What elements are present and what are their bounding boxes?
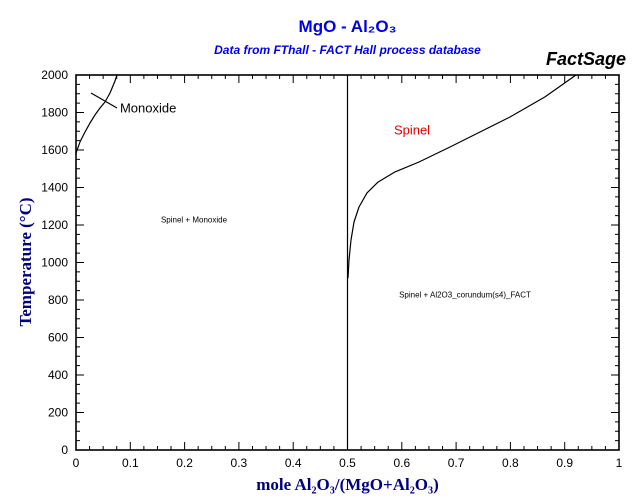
label-spinel-plus-monoxide: Spinel + Monoxide bbox=[161, 216, 228, 225]
y-axis-title: Temperature (°C) bbox=[16, 197, 35, 327]
y-tick-label: 1200 bbox=[41, 218, 68, 232]
x-tick-label: 0.3 bbox=[231, 456, 248, 470]
x-axis-title: mole Al₂O₃/(MgO+Al₂O₃) bbox=[256, 475, 439, 494]
chart-title: MgO - Al₂O₃ bbox=[298, 17, 397, 36]
y-tick-label: 1000 bbox=[41, 256, 68, 270]
label-spinel: Spinel bbox=[394, 122, 430, 137]
x-tick-label: 0 bbox=[73, 456, 80, 470]
y-tick-label: 1600 bbox=[41, 143, 68, 157]
y-tick-label: 0 bbox=[61, 443, 68, 457]
label-monoxide-leader-line bbox=[90, 92, 118, 109]
y-tick-label: 1800 bbox=[41, 106, 68, 120]
y-tick-label: 200 bbox=[48, 406, 68, 420]
y-tick-label: 1400 bbox=[41, 181, 68, 195]
x-tick-label: 0.6 bbox=[393, 456, 410, 470]
x-tick-label: 0.7 bbox=[448, 456, 465, 470]
y-tick-label: 2000 bbox=[41, 68, 68, 82]
y-tick-label: 600 bbox=[48, 331, 68, 345]
label-spinel-plus-corundum: Spinel + Al2O3_corundum(s4)_FACT bbox=[399, 291, 531, 300]
curve-spinel-liquidus bbox=[347, 74, 577, 279]
x-tick-label: 0.1 bbox=[122, 456, 139, 470]
y-tick-label: 400 bbox=[48, 368, 68, 382]
x-tick-label: 0.8 bbox=[502, 456, 519, 470]
x-tick-label: 1 bbox=[616, 456, 623, 470]
chart-subtitle: Data from FThall - FACT Hall process dat… bbox=[214, 43, 481, 57]
x-tick-label: 0.4 bbox=[285, 456, 302, 470]
y-tick-label: 800 bbox=[48, 293, 68, 307]
curve-monoxide-phase-boundary bbox=[75, 74, 118, 154]
factsage-logo: FactSage bbox=[545, 49, 626, 69]
x-tick-label: 0.9 bbox=[556, 456, 573, 470]
label-monoxide: Monoxide bbox=[120, 101, 176, 116]
x-tick-label: 0.2 bbox=[176, 456, 193, 470]
x-tick-label: 0.5 bbox=[339, 456, 356, 470]
